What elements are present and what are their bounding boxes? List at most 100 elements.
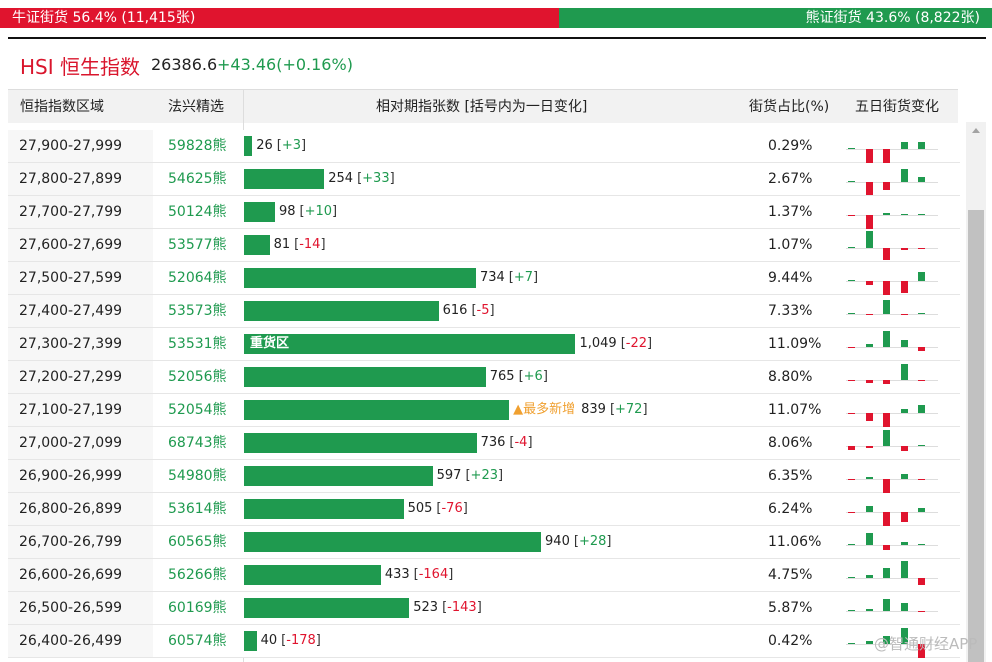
- bar: [244, 433, 477, 453]
- mini-bar: [865, 609, 873, 611]
- code-link[interactable]: 52064熊: [168, 270, 227, 286]
- mini-axis: [846, 545, 938, 546]
- code-link[interactable]: 54980熊: [168, 468, 227, 484]
- code-link[interactable]: 60169熊: [168, 600, 227, 616]
- code-link[interactable]: 50124熊: [168, 204, 227, 220]
- table-row: 26,600-26,699 56266熊 433 -164 4.75%: [8, 559, 960, 592]
- range: 26,900-26,999: [19, 468, 123, 484]
- mini-bar: [848, 643, 855, 644]
- column-header: 街货占比(%): [749, 99, 830, 115]
- mini-bar: [883, 512, 890, 528]
- ratio: 0.29%: [768, 138, 813, 154]
- range-cell: [8, 493, 153, 525]
- index-change: +43.46(+0.16%): [217, 55, 353, 74]
- bar: [244, 400, 510, 420]
- code-link[interactable]: 54625熊: [168, 171, 227, 187]
- mini-bar: [918, 405, 925, 413]
- change-label: -76: [436, 501, 467, 516]
- mini-bar: [900, 340, 908, 347]
- range: 27,400-27,499: [19, 303, 123, 319]
- scrollbar[interactable]: [966, 122, 986, 662]
- bull-share: [0, 8, 560, 28]
- index-price: 26386.6: [151, 55, 218, 74]
- mini-bar: [848, 347, 855, 348]
- value-label: 81: [273, 237, 291, 252]
- ratio: 9.44%: [768, 270, 813, 286]
- range: 26,400-26,499: [19, 633, 123, 649]
- mini-bar: [900, 169, 908, 182]
- mini-bar: [918, 578, 925, 585]
- mini-bar: [918, 644, 925, 658]
- change-label: +7: [509, 270, 538, 285]
- change-label: -178: [281, 633, 321, 648]
- mini-bar: [883, 545, 890, 550]
- code-link[interactable]: 52054熊: [168, 402, 227, 418]
- mini-bar: [883, 248, 890, 260]
- mini-axis: [846, 512, 938, 513]
- mini-bar: [900, 142, 908, 149]
- code-link[interactable]: 53577熊: [168, 237, 227, 253]
- table-body[interactable]: 27,900-27,999 59828熊 26 +3 0.29% 27,800-27,89…: [8, 122, 960, 662]
- tag: ▲最多新增: [513, 402, 576, 417]
- mini-axis: [846, 314, 938, 315]
- range: 26,600-26,699: [19, 567, 123, 583]
- code-link[interactable]: 68743熊: [168, 435, 227, 451]
- mini-bar: [883, 599, 890, 611]
- range: 27,700-27,799: [19, 204, 123, 220]
- mini-bar: [918, 544, 925, 545]
- mini-bar: [900, 214, 908, 215]
- range-cell: [8, 625, 153, 657]
- ratio-bar: 牛证街货 56.4% (11,415张) 熊证街货 43.6% (8,822张): [0, 8, 992, 28]
- range: 27,500-27,599: [19, 270, 123, 286]
- mini-bar: [848, 181, 855, 182]
- code-link[interactable]: 60565熊: [168, 534, 227, 550]
- mini-bar: [865, 344, 873, 347]
- value-label-group: 98 +10: [279, 196, 337, 228]
- range: 27,800-27,899: [19, 171, 123, 187]
- bear-label: 熊证街货 43.6% (8,822张): [805, 10, 980, 26]
- code-link[interactable]: 59828熊: [168, 138, 227, 154]
- code-link[interactable]: 53531熊: [168, 336, 227, 352]
- code-link[interactable]: 53614熊: [168, 501, 227, 517]
- ratio: 11.07%: [768, 402, 822, 418]
- value-label-group: 940 +28: [545, 526, 611, 558]
- index-name: HSI 恒生指数: [20, 55, 140, 79]
- change-label: +6: [519, 369, 548, 384]
- bar: [244, 202, 275, 222]
- code-link[interactable]: 53573熊: [168, 303, 227, 319]
- mini-bar: [900, 512, 908, 522]
- mini-axis: [846, 149, 938, 150]
- code-link[interactable]: 60574熊: [168, 633, 227, 649]
- ratio: 5.87%: [768, 600, 813, 616]
- mini-bar: [865, 215, 873, 230]
- table-row: 26,700-26,799 60565熊 940 +28 11.06%: [8, 526, 960, 559]
- bull-label: 牛证街货 56.4% (11,415张): [12, 10, 196, 26]
- table-row: 27,800-27,899 54625熊 254+33 2.67%: [8, 163, 960, 196]
- code-link[interactable]: 56266熊: [168, 567, 227, 583]
- code-link[interactable]: 52056熊: [168, 369, 227, 385]
- table-row: 27,500-27,599 52064熊 734 +7 9.44%: [8, 262, 960, 295]
- ratio: 4.75%: [768, 567, 813, 583]
- mini-axis: [846, 182, 938, 183]
- value-label-group: 736-4: [481, 427, 533, 459]
- bar: [244, 367, 486, 387]
- value-label-group: 1,049 -22: [579, 328, 652, 360]
- mini-bar: [883, 213, 890, 215]
- bar: 重货区: [244, 334, 576, 354]
- range-cell: [8, 394, 153, 426]
- mini-bar: [883, 182, 890, 190]
- change-label: +33: [357, 171, 395, 186]
- mini-bar: [918, 380, 925, 381]
- value-label-group: 734 +7: [480, 262, 538, 294]
- mini-axis: [846, 446, 938, 447]
- range: 27,100-27,199: [19, 402, 123, 418]
- mini-bar: [900, 409, 908, 413]
- mini-bar: [848, 479, 855, 480]
- value-label: 839: [581, 402, 606, 417]
- mini-axis: [846, 215, 938, 216]
- scroll-up-arrow[interactable]: [972, 128, 980, 133]
- range: 26,500-26,599: [19, 600, 123, 616]
- scroll-thumb[interactable]: [968, 210, 984, 662]
- bar: [244, 301, 439, 321]
- mini-bar: [865, 380, 873, 383]
